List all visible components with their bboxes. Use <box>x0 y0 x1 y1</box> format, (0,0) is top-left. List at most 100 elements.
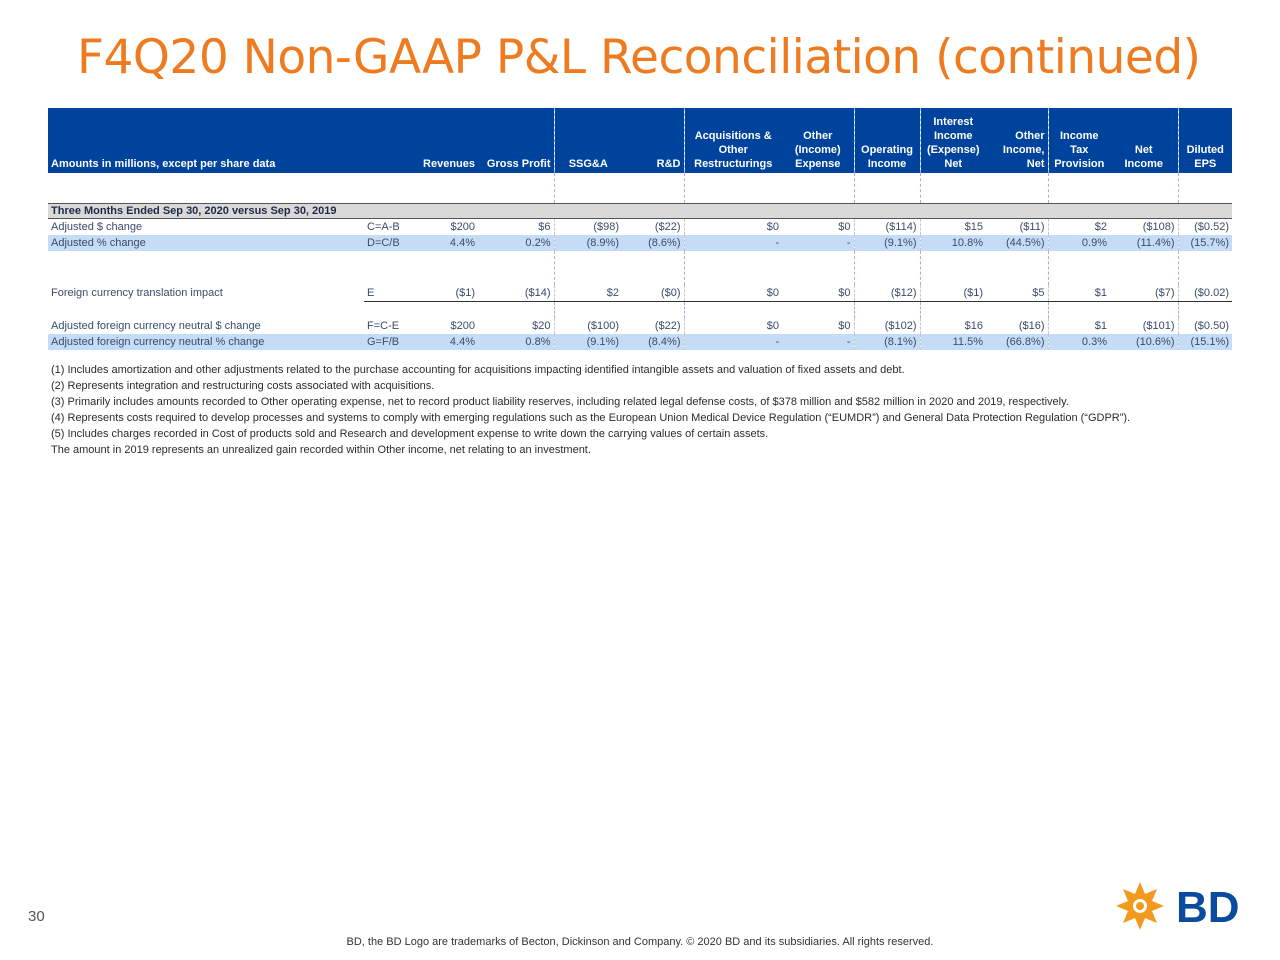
header-int-line3: (Expense) <box>926 144 980 156</box>
table-cell: ($12) <box>853 285 920 302</box>
table-cell: $0 <box>683 285 782 302</box>
table-cell: ($7) <box>1110 285 1178 302</box>
table-cell: ($11) <box>1019 221 1045 233</box>
footnote: (2) Represents integration and restructu… <box>51 380 435 392</box>
header-formula <box>364 108 408 173</box>
footnote: (4) Represents costs required to develop… <box>51 412 1131 424</box>
bd-logo: BD <box>1114 880 1249 932</box>
header-tax-line2: Tax <box>1070 144 1089 156</box>
table-cell: (44.5%) <box>986 235 1048 251</box>
table-cell: ($98) <box>553 218 622 235</box>
header-eps-line2: EPS <box>1194 158 1217 170</box>
reconciliation-table: Amounts in millions, except per share da… <box>48 108 1232 350</box>
table-cell: ($114) <box>853 218 920 235</box>
table-cell: $0 <box>683 318 782 334</box>
table-cell: $200 <box>450 320 475 332</box>
footnote: (1) Includes amortization and other adju… <box>51 364 905 376</box>
table-cell: $0 <box>838 221 851 233</box>
table-cell: 0.8% <box>478 334 554 350</box>
header-diluted-eps: Diluted EPS <box>1177 108 1232 173</box>
header-oin-line1: Other <box>1015 130 1045 142</box>
row-formula: G=F/B <box>364 334 408 350</box>
table-cell: $200 <box>450 221 475 233</box>
header-acquisitions-line2: Other <box>718 144 748 156</box>
row-label: Foreign currency translation impact <box>51 287 223 300</box>
table-cell: $0 <box>838 320 851 332</box>
table-cell: (11.4%) <box>1110 235 1178 251</box>
table-cell: - <box>683 334 782 350</box>
header-tax-line3: Provision <box>1054 158 1105 170</box>
table-cell: $1 <box>1047 285 1110 302</box>
table-cell: ($101) <box>1142 320 1175 332</box>
table-cell: ($1) <box>408 285 478 302</box>
table-row: Adjusted foreign currency neutral % chan… <box>48 334 1232 350</box>
header-ssga: SSG&A <box>553 108 622 173</box>
table-cell: 0.2% <box>478 235 554 251</box>
header-tax-line1: Income <box>1059 130 1099 142</box>
table-cell: - <box>782 334 854 350</box>
page-number: 30 <box>28 908 45 925</box>
table-cell: ($100) <box>553 318 622 334</box>
table-row: Adjusted foreign currency neutral $ chan… <box>48 318 1232 334</box>
table-cell: $6 <box>538 221 551 233</box>
footer-trademark: BD, the BD Logo are trademarks of Becton… <box>346 936 934 948</box>
table-cell: ($22) <box>654 320 681 332</box>
table-cell: (8.1%) <box>853 334 920 350</box>
table-cell: ($14) <box>478 285 554 302</box>
table-cell: ($16) <box>1018 320 1045 332</box>
table-cell: $20 <box>532 320 551 332</box>
table-cell: $0 <box>683 218 782 235</box>
footnotes: (1) Includes amortization and other adju… <box>51 362 1231 458</box>
table-cell: ($108) <box>1142 221 1175 233</box>
footnote: The amount in 2019 represents an unreali… <box>51 444 591 456</box>
row-label: Adjusted % change <box>48 235 364 251</box>
table-row: Foreign currency translation impact E ($1)… <box>48 285 1232 302</box>
row-label: Adjusted foreign currency neutral % chan… <box>48 334 364 350</box>
row-formula: F=C-E <box>367 320 400 332</box>
page-title: F4Q20 Non-GAAP P&L Reconciliation (conti… <box>77 30 1201 85</box>
spacer-row <box>48 251 1232 285</box>
table-cell: 10.8% <box>919 235 986 251</box>
table-cell: ($0.52) <box>1177 218 1232 235</box>
header-net-income: Net Income <box>1110 108 1178 173</box>
table-cell: ($0.02) <box>1177 285 1232 302</box>
header-acquisitions: Acquisitions & Other Restructurings <box>683 108 782 173</box>
table-cell: $15 <box>919 218 986 235</box>
table-cell: (66.8%) <box>986 334 1048 350</box>
table-cell: 4.4% <box>408 235 478 251</box>
row-formula: E <box>364 285 408 302</box>
table-cell: 0.3% <box>1047 334 1110 350</box>
table-cell: $16 <box>919 318 986 334</box>
header-rd: R&D <box>622 108 684 173</box>
footnote: (3) Primarily includes amounts recorded … <box>51 396 1069 408</box>
table-cell: (9.1%) <box>553 334 622 350</box>
table-cell: 11.5% <box>919 334 986 350</box>
table-row: Adjusted $ change C=A-B $200 $6 ($98) ($22) $0… <box>48 218 1232 235</box>
header-oie-line2: (Income) <box>794 144 841 156</box>
header-operating-income: Operating Income <box>853 108 920 173</box>
table-row: Adjusted % change D=C/B 4.4% 0.2% (8.9%) (8.6… <box>48 235 1232 251</box>
table-cell: ($0.50) <box>1177 318 1232 334</box>
table-cell: - <box>782 235 854 251</box>
row-label: Adjusted $ change <box>51 221 143 233</box>
table-cell: $5 <box>986 285 1048 302</box>
table-cell: 0.9% <box>1047 235 1110 251</box>
header-interest-income: Interest Income (Expense) Net <box>919 108 986 173</box>
row-formula: C=A-B <box>367 221 400 233</box>
table-cell: 4.4% <box>408 334 478 350</box>
header-op-line2: Income <box>867 158 907 170</box>
table-cell: $2 <box>1047 218 1110 235</box>
table-cell: (8.4%) <box>622 334 684 350</box>
header-int-line2: Income <box>933 130 973 142</box>
section-header-row: Three Months Ended Sep 30, 2020 versus S… <box>48 203 1232 219</box>
table-cell: (15.7%) <box>1177 235 1232 251</box>
header-other-income-expense: Other (Income) Expense <box>782 108 854 173</box>
table-cell: ($22) <box>654 221 681 233</box>
table-cell: (9.1%) <box>853 235 920 251</box>
header-gross-profit: Gross Profit <box>478 108 554 173</box>
header-oie-line1: Other <box>803 130 833 142</box>
table-cell: ($102) <box>853 318 920 334</box>
header-acquisitions-line1: Acquisitions & <box>694 130 772 142</box>
table-cell: (8.9%) <box>553 235 622 251</box>
header-other-income-net: Other Income, Net <box>986 108 1048 173</box>
